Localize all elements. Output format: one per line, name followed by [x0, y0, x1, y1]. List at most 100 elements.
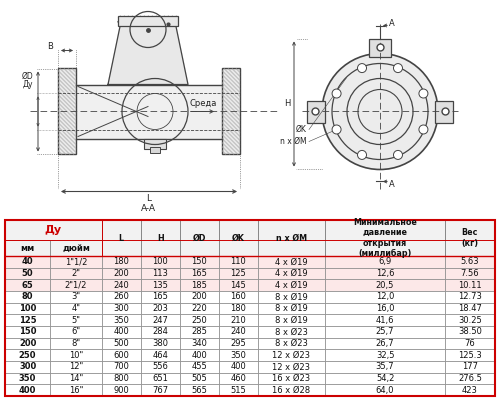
- Bar: [140, 373, 179, 384]
- Bar: [444, 349, 495, 361]
- Bar: [50, 338, 102, 349]
- Text: H: H: [157, 234, 164, 242]
- Text: 767: 767: [152, 386, 168, 395]
- Bar: [444, 220, 495, 256]
- Bar: [326, 303, 444, 314]
- Bar: [5, 338, 50, 349]
- Bar: [444, 256, 495, 268]
- Bar: [258, 314, 326, 326]
- Circle shape: [332, 125, 341, 134]
- Text: 12,0: 12,0: [376, 292, 394, 301]
- Text: Среда: Среда: [190, 99, 218, 108]
- Text: 500: 500: [114, 339, 129, 348]
- Text: 200: 200: [114, 269, 129, 278]
- Text: 16 x Ø28: 16 x Ø28: [272, 386, 310, 395]
- Text: 380: 380: [152, 339, 168, 348]
- Bar: [444, 291, 495, 303]
- Text: 200: 200: [191, 292, 207, 301]
- Bar: [5, 326, 50, 338]
- Bar: [50, 240, 102, 256]
- Bar: [102, 349, 140, 361]
- Bar: [258, 220, 326, 256]
- Circle shape: [394, 64, 402, 72]
- Bar: [258, 373, 326, 384]
- Text: 2": 2": [72, 269, 80, 278]
- Bar: [102, 220, 140, 256]
- Bar: [102, 326, 140, 338]
- Text: 4 x Ø19: 4 x Ø19: [275, 281, 308, 290]
- Text: 40: 40: [22, 258, 34, 266]
- Bar: [218, 384, 258, 396]
- Bar: [5, 373, 50, 384]
- Text: 900: 900: [114, 386, 129, 395]
- Text: Ду: Ду: [23, 80, 33, 89]
- Bar: [102, 361, 140, 373]
- Text: 5": 5": [72, 316, 80, 325]
- Bar: [50, 384, 102, 396]
- Text: 177: 177: [462, 362, 478, 371]
- Text: 300: 300: [114, 304, 129, 313]
- Bar: [258, 291, 326, 303]
- Bar: [180, 303, 218, 314]
- Circle shape: [358, 150, 366, 160]
- Bar: [326, 384, 444, 396]
- Text: 125: 125: [230, 269, 246, 278]
- Text: 50: 50: [22, 269, 34, 278]
- Bar: [180, 314, 218, 326]
- Text: 12,6: 12,6: [376, 269, 394, 278]
- Bar: [102, 279, 140, 291]
- Bar: [5, 349, 50, 361]
- Bar: [218, 373, 258, 384]
- Bar: [326, 220, 444, 256]
- Circle shape: [419, 125, 428, 134]
- Bar: [5, 256, 50, 268]
- Bar: [50, 361, 102, 373]
- Text: 4 x Ø19: 4 x Ø19: [275, 269, 308, 278]
- Circle shape: [394, 150, 402, 160]
- Bar: [102, 303, 140, 314]
- Text: 12.73: 12.73: [458, 292, 482, 301]
- Bar: [5, 279, 50, 291]
- Bar: [50, 256, 102, 268]
- Text: 460: 460: [230, 374, 246, 383]
- Bar: [444, 361, 495, 373]
- Text: L: L: [118, 234, 124, 242]
- Text: 8 x Ø19: 8 x Ø19: [275, 292, 308, 301]
- Text: 250: 250: [191, 316, 207, 325]
- Bar: [50, 291, 102, 303]
- Text: 7.56: 7.56: [460, 269, 479, 278]
- Text: 150: 150: [191, 258, 207, 266]
- Text: 285: 285: [191, 327, 207, 336]
- Text: Вес
(кг): Вес (кг): [462, 228, 478, 248]
- Bar: [180, 326, 218, 338]
- Bar: [102, 268, 140, 279]
- Bar: [102, 291, 140, 303]
- Text: 455: 455: [191, 362, 207, 371]
- Bar: [444, 279, 495, 291]
- Text: 565: 565: [191, 386, 207, 395]
- Bar: [326, 314, 444, 326]
- Bar: [180, 268, 218, 279]
- Text: 400: 400: [230, 362, 246, 371]
- Text: 12 x Ø23: 12 x Ø23: [272, 362, 310, 371]
- Bar: [435, 100, 453, 122]
- Polygon shape: [108, 22, 188, 84]
- Bar: [218, 279, 258, 291]
- Text: 76: 76: [464, 339, 475, 348]
- Bar: [102, 256, 140, 268]
- Text: 350: 350: [114, 316, 129, 325]
- Text: 8 x Ø23: 8 x Ø23: [275, 339, 308, 348]
- Text: 180: 180: [230, 304, 246, 313]
- Text: ØK: ØK: [232, 234, 244, 242]
- Bar: [444, 326, 495, 338]
- Bar: [58, 68, 76, 154]
- Bar: [326, 326, 444, 338]
- Text: 135: 135: [152, 281, 168, 290]
- Text: A: A: [389, 19, 395, 28]
- Bar: [307, 100, 325, 122]
- Text: 203: 203: [152, 304, 168, 313]
- Text: 400: 400: [19, 386, 36, 395]
- Bar: [444, 373, 495, 384]
- Bar: [50, 314, 102, 326]
- Bar: [180, 349, 218, 361]
